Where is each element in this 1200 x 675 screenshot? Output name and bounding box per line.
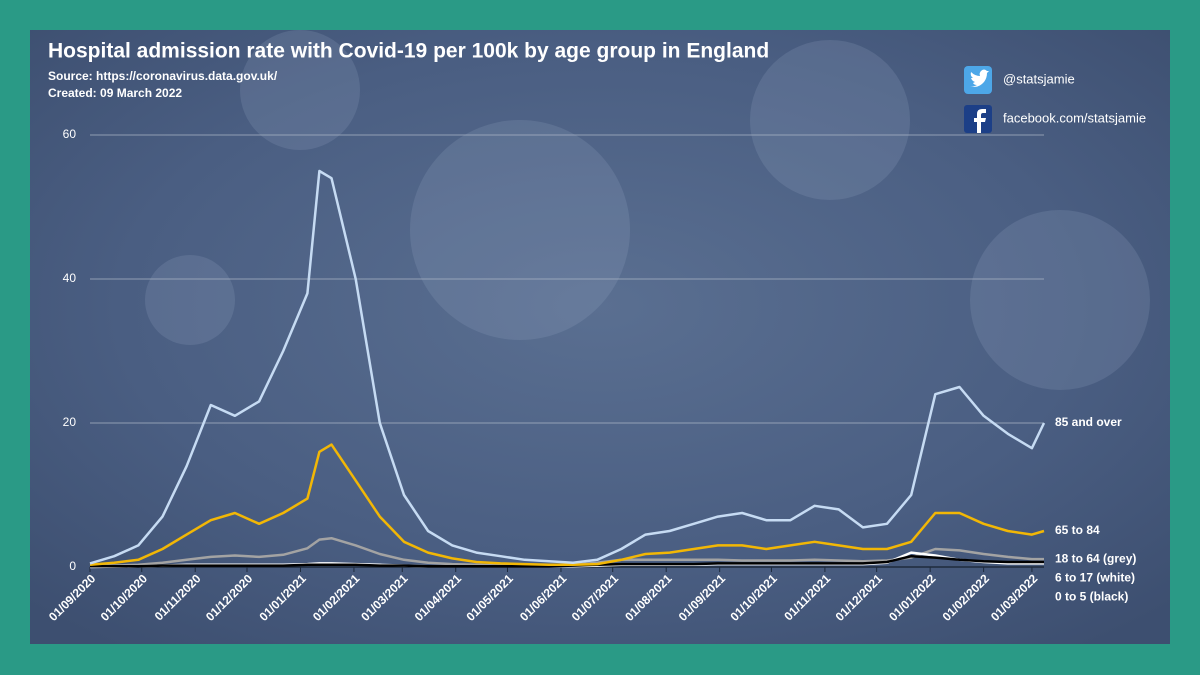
series-line (89, 169, 1046, 565)
twitter-bird (970, 69, 989, 87)
series-label: 0 to 5 (black) (1055, 589, 1128, 603)
twitter-handle: @statsjamie (1003, 71, 1075, 86)
lines (89, 169, 1046, 569)
series-label: 65 to 84 (1055, 523, 1100, 537)
y-tick-label: 60 (63, 127, 77, 141)
series-line (89, 443, 1045, 567)
y-tick-label: 0 (69, 559, 76, 573)
series-label: 6 to 17 (white) (1055, 570, 1135, 584)
chart-title: Hospital admission rate with Covid-19 pe… (48, 40, 769, 63)
facebook-page: facebook.com/statsjamie (1003, 110, 1146, 125)
virus-decoration (145, 30, 1150, 390)
y-tick-label: 40 (63, 271, 77, 285)
series-label: 18 to 64 (grey) (1055, 551, 1136, 565)
created: Created: 09 March 2022 (48, 86, 182, 100)
source: Source: https://coronavirus.data.gov.uk/ (48, 69, 278, 83)
y-tick-label: 20 (63, 415, 77, 429)
facebook-f (974, 109, 986, 133)
series-label: 85 and over (1055, 415, 1122, 429)
